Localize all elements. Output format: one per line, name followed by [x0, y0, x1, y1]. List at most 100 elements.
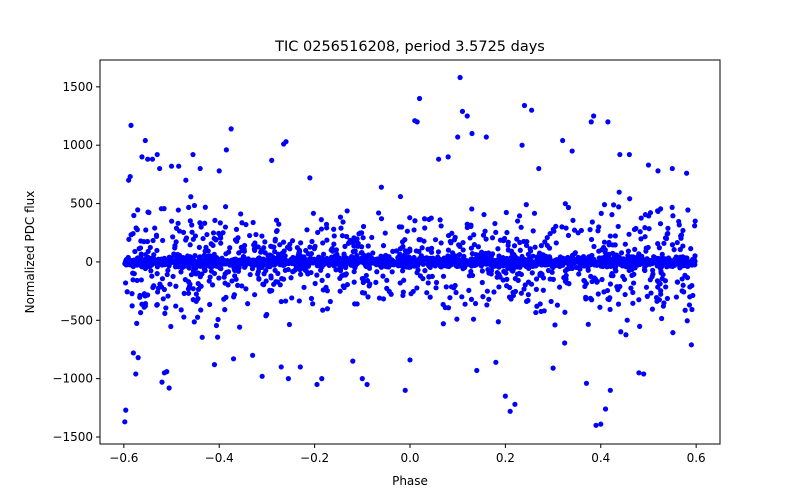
- data-point: [160, 237, 166, 244]
- data-point: [210, 230, 217, 236]
- data-point: [563, 225, 569, 231]
- data-point: [411, 227, 417, 233]
- data-point-outlier: [250, 352, 256, 358]
- data-point: [215, 260, 221, 266]
- data-point: [134, 277, 140, 284]
- data-point: [342, 243, 348, 249]
- data-point: [148, 268, 154, 274]
- data-point: [577, 259, 583, 266]
- data-point: [199, 334, 205, 340]
- data-point-outlier: [135, 355, 141, 361]
- data-point: [624, 317, 630, 323]
- data-point: [412, 218, 418, 224]
- data-point: [625, 248, 631, 254]
- data-point: [550, 276, 556, 282]
- x-tick-label: 0.0: [400, 451, 419, 465]
- data-point: [669, 204, 675, 211]
- data-point: [379, 254, 385, 261]
- data-point: [581, 278, 588, 284]
- data-point: [204, 231, 210, 238]
- data-point-outlier: [307, 175, 313, 181]
- data-point: [684, 318, 690, 324]
- data-point: [532, 244, 538, 250]
- data-point: [208, 241, 214, 247]
- data-point: [599, 247, 605, 253]
- data-point: [310, 260, 316, 266]
- data-point: [607, 295, 613, 301]
- data-point: [451, 237, 458, 243]
- data-point: [453, 289, 459, 296]
- data-point: [133, 225, 139, 231]
- data-point: [428, 249, 435, 255]
- data-point: [392, 259, 398, 265]
- data-point: [405, 249, 411, 255]
- data-point: [618, 250, 625, 256]
- data-point: [124, 289, 130, 295]
- y-axis-label: Normalized PDC flux: [23, 191, 37, 314]
- data-point: [659, 315, 665, 322]
- data-point: [365, 243, 371, 249]
- data-point: [339, 233, 346, 239]
- data-point: [469, 206, 475, 212]
- data-point: [282, 261, 289, 267]
- data-point: [146, 261, 152, 267]
- data-point: [178, 269, 184, 275]
- data-point: [205, 248, 211, 254]
- data-point: [544, 234, 550, 241]
- data-point: [515, 277, 521, 283]
- data-point: [673, 294, 679, 300]
- data-point: [138, 310, 144, 316]
- data-point: [518, 224, 524, 230]
- data-point: [135, 207, 141, 213]
- data-point: [162, 310, 168, 316]
- data-point-outlier: [259, 373, 265, 379]
- data-point: [272, 248, 278, 255]
- data-point: [606, 239, 612, 246]
- data-point: [471, 242, 477, 248]
- data-point: [183, 235, 190, 241]
- data-point: [410, 288, 416, 295]
- data-point: [540, 252, 546, 258]
- data-point: [324, 237, 330, 243]
- data-point: [646, 226, 652, 232]
- data-point: [180, 229, 187, 235]
- data-point: [606, 251, 612, 257]
- data-point: [516, 213, 523, 219]
- data-point: [250, 219, 256, 226]
- data-point: [145, 292, 151, 298]
- data-point: [537, 272, 543, 278]
- data-point: [537, 261, 543, 267]
- data-point: [578, 227, 584, 234]
- data-point: [505, 242, 511, 248]
- data-point: [615, 301, 622, 307]
- data-point: [422, 268, 428, 274]
- data-point: [553, 260, 559, 266]
- data-point: [594, 279, 600, 285]
- data-point: [294, 259, 300, 265]
- data-point: [340, 219, 346, 225]
- data-point: [437, 217, 443, 223]
- data-point: [231, 294, 237, 300]
- data-point: [354, 252, 360, 259]
- data-point: [529, 270, 535, 276]
- data-point: [680, 282, 686, 288]
- data-point: [671, 247, 677, 253]
- data-point-outlier: [536, 165, 542, 172]
- data-point-outlier: [560, 137, 566, 144]
- data-point: [425, 255, 431, 261]
- data-point: [251, 246, 258, 252]
- data-point: [338, 225, 344, 231]
- data-point: [445, 247, 452, 253]
- data-point: [243, 286, 249, 292]
- data-point: [272, 236, 278, 242]
- data-point: [528, 281, 535, 287]
- data-point-outlier: [455, 134, 461, 140]
- data-point: [137, 294, 143, 300]
- data-point: [483, 236, 489, 242]
- data-point: [216, 230, 222, 236]
- data-point: [267, 287, 273, 293]
- data-point: [468, 223, 474, 229]
- data-point: [195, 270, 201, 276]
- data-point: [241, 248, 247, 254]
- data-point: [598, 210, 604, 216]
